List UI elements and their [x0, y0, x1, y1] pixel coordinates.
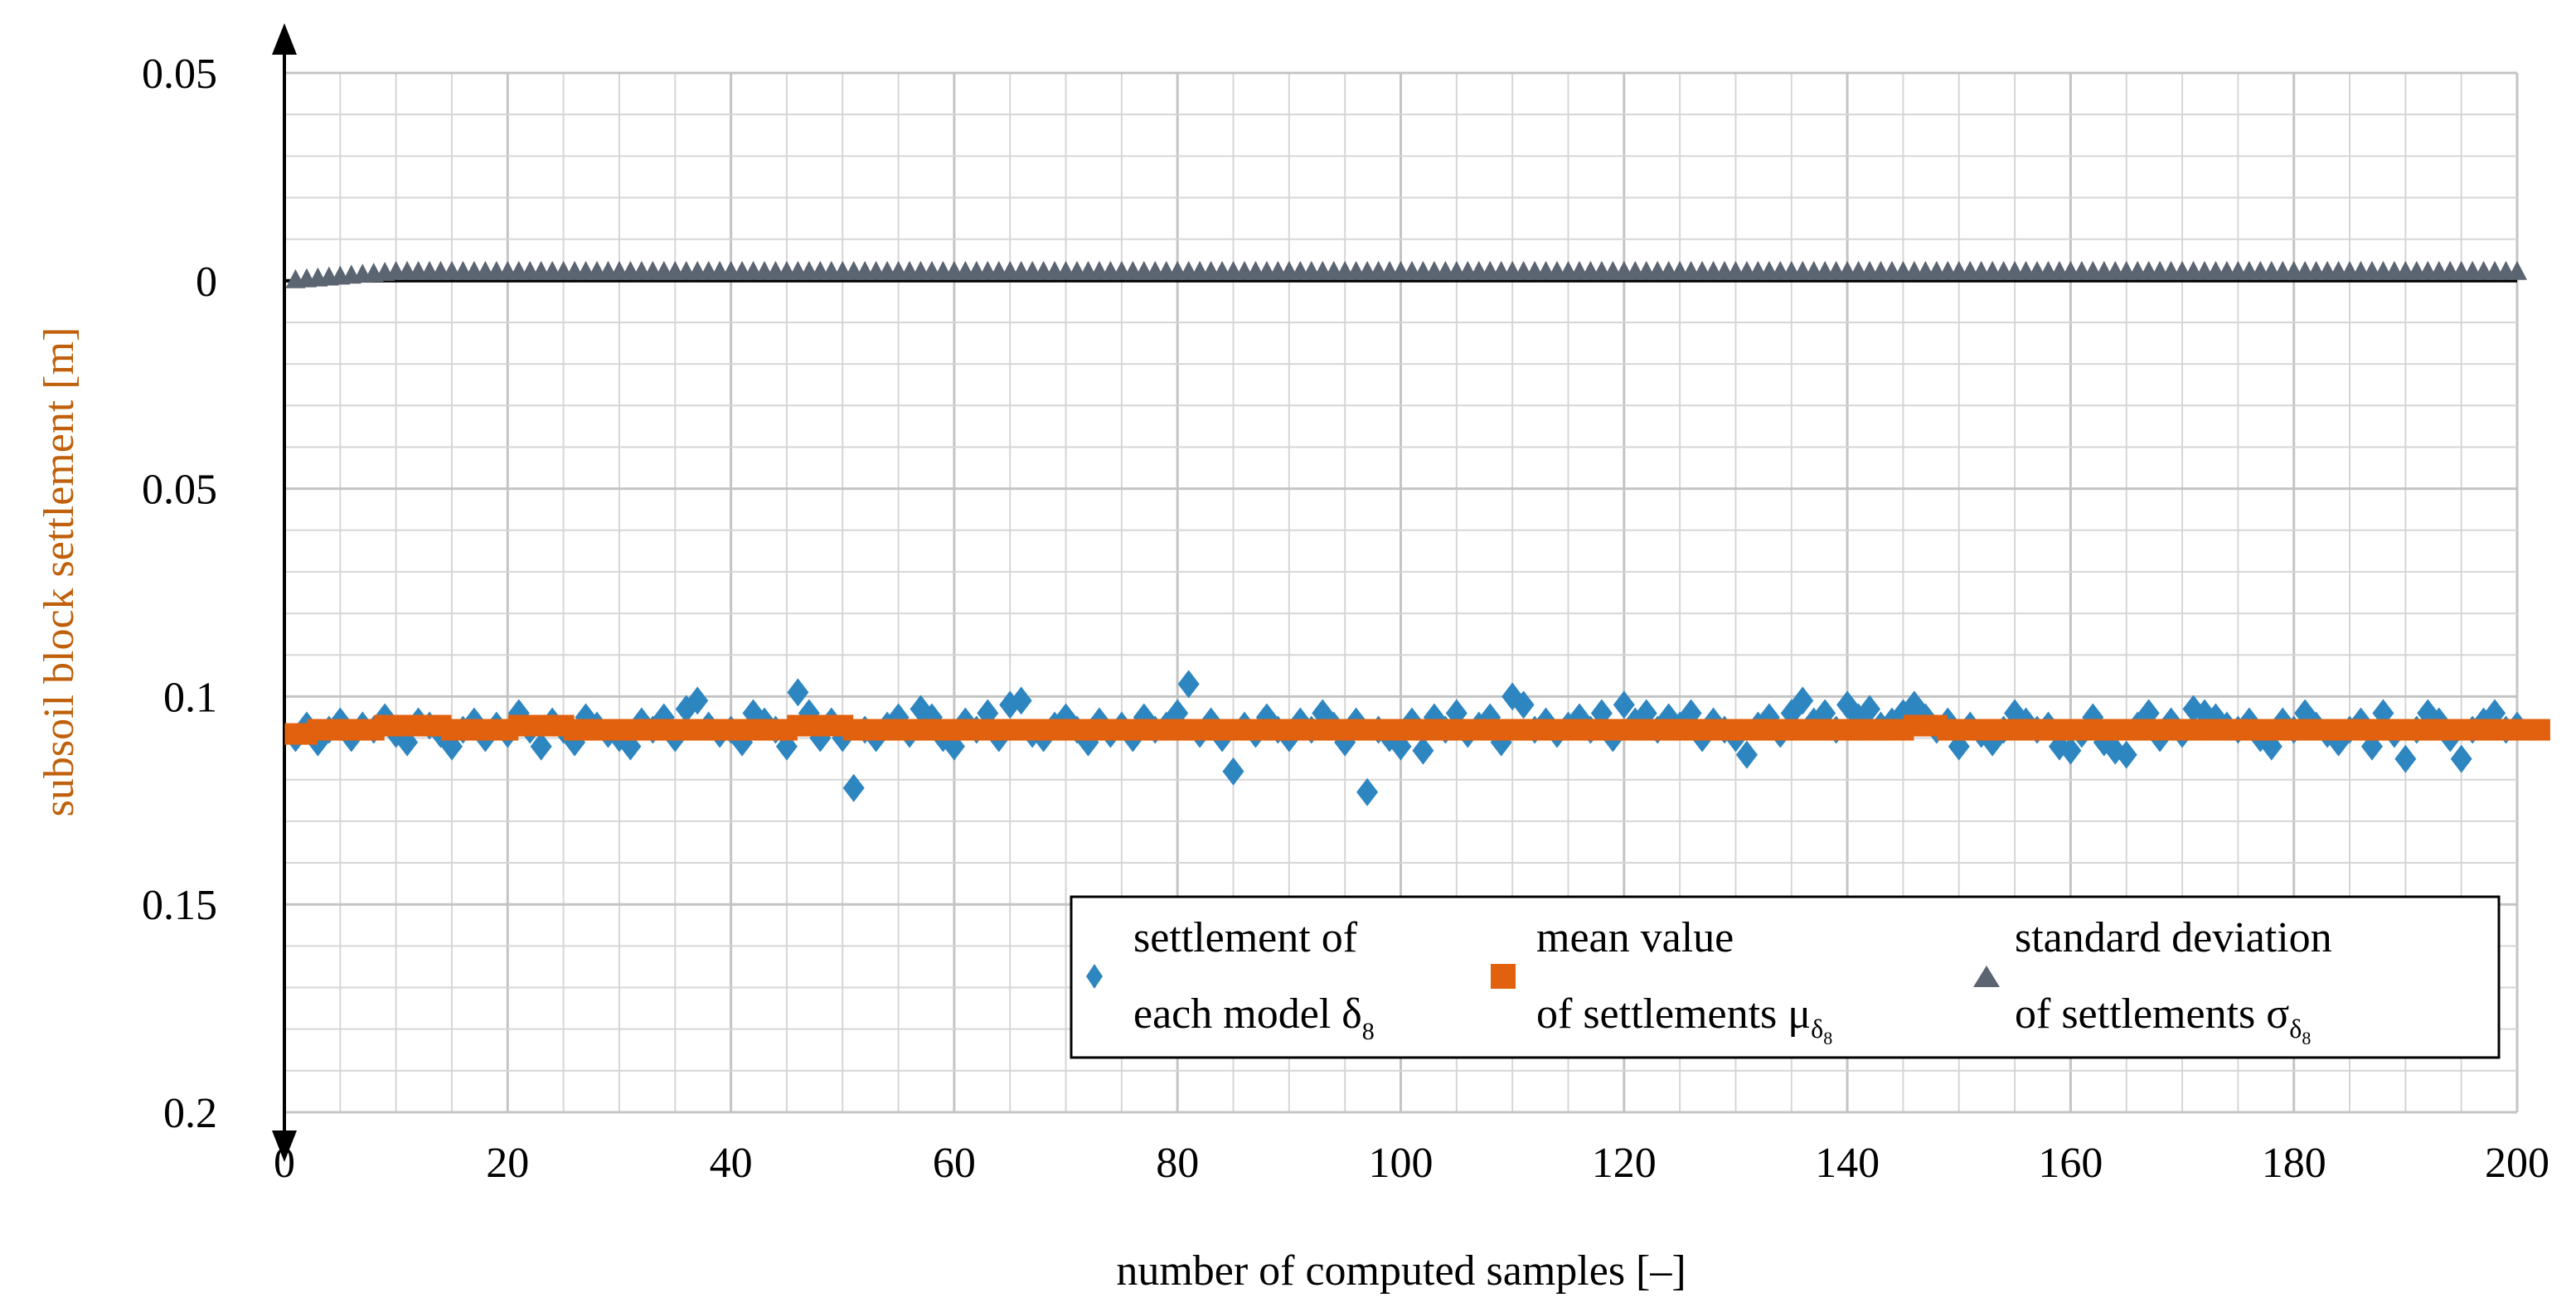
settlement-point — [686, 686, 709, 715]
legend-std-subsubscript: 8 — [2302, 1028, 2311, 1048]
y-tick-label: 0 — [196, 259, 217, 306]
axes — [272, 23, 2517, 1162]
settlement-point — [2059, 736, 2082, 765]
legend-mean-subsubscript: 8 — [1823, 1028, 1832, 1048]
legend-std-line1: standard deviation — [2015, 914, 2332, 961]
legend-marker-diamond — [1086, 964, 1103, 989]
std-point — [2507, 260, 2527, 280]
x-tick-label: 160 — [2038, 1140, 2103, 1187]
y-tick-label: 0.05 — [142, 467, 217, 514]
legend-item-std: standard deviation of settlements σδ8 — [1973, 914, 2332, 1048]
x-tick-label: 140 — [1815, 1140, 1880, 1187]
settlement-point — [1356, 777, 1379, 806]
y-axis-label: subsoil block settlement [m] — [36, 327, 83, 817]
y-tick-label: 0.2 — [163, 1090, 217, 1137]
x-tick-label: 200 — [2485, 1140, 2549, 1187]
legend-marker-triangle — [1973, 966, 2000, 987]
x-tick-label: 80 — [1156, 1140, 1199, 1187]
y-axis-arrow-down — [272, 1130, 297, 1162]
legend-item-mean: mean value of settlements μδ8 — [1491, 914, 1832, 1048]
legend-std-line2: of settlements σδ8 — [2015, 990, 2311, 1048]
legend-mean-subscript: δ — [1811, 1014, 1823, 1043]
settlement-point — [1512, 690, 1535, 719]
settlement-point — [2394, 744, 2417, 773]
settlement-point — [842, 773, 865, 802]
settlement-point — [1010, 686, 1032, 715]
series-mean — [284, 714, 2550, 745]
y-tick-label: 0.15 — [142, 882, 217, 929]
legend-item-settlement: settlement of each model δ8 — [1086, 914, 1375, 1045]
settlement-point — [787, 678, 809, 707]
legend-box — [1070, 895, 2501, 1059]
x-tick-label: 120 — [1592, 1140, 1657, 1187]
x-tick-label: 60 — [933, 1140, 976, 1187]
y-tick-label: 0.1 — [163, 674, 217, 721]
legend: settlement of each model δ8 mean value o… — [1070, 895, 2501, 1059]
legend-settlement-line1: settlement of — [1133, 914, 1358, 961]
legend-mean-line2: of settlements μδ8 — [1536, 990, 1832, 1048]
settlement-point — [1735, 740, 1758, 769]
settlement-point — [2115, 740, 2137, 769]
y-axis-arrow-up — [272, 23, 297, 55]
legend-std-subscript: δ — [2289, 1014, 2302, 1043]
settlement-point — [1412, 736, 1434, 765]
x-tick-label: 40 — [710, 1140, 753, 1187]
settlement-point — [1177, 670, 1200, 699]
mean-point — [2528, 719, 2550, 741]
tick-labels: 0 20 40 60 80 100 120 140 160 180 200 0.05 0 0.05 0.1 0… — [142, 51, 2549, 1187]
legend-mean-line1: mean value — [1536, 914, 1734, 961]
settlement-point — [1859, 695, 1881, 724]
settlement-point — [530, 732, 552, 761]
settlement-point — [1222, 757, 1244, 786]
settlement-point — [2450, 744, 2472, 773]
settlement-point — [1792, 686, 1814, 715]
legend-settlement-text: each model δ — [1133, 990, 1362, 1038]
x-axis-label: number of computed samples [–] — [1116, 1247, 1686, 1295]
x-tick-label: 100 — [1369, 1140, 1434, 1187]
legend-settlement-subscript: 8 — [1362, 1018, 1375, 1045]
x-tick-label: 0 — [274, 1140, 295, 1187]
x-tick-label: 180 — [2262, 1140, 2326, 1187]
y-tick-label: 0.05 — [142, 51, 217, 98]
legend-marker-square — [1491, 964, 1516, 989]
legend-settlement-line2: each model δ8 — [1133, 990, 1375, 1045]
series-standard-deviation — [285, 260, 2527, 288]
legend-std-text: of settlements σ — [2015, 990, 2289, 1038]
x-tick-label: 20 — [486, 1140, 529, 1187]
legend-mean-text: of settlements μ — [1536, 990, 1811, 1038]
settlement-point — [1613, 690, 1635, 719]
